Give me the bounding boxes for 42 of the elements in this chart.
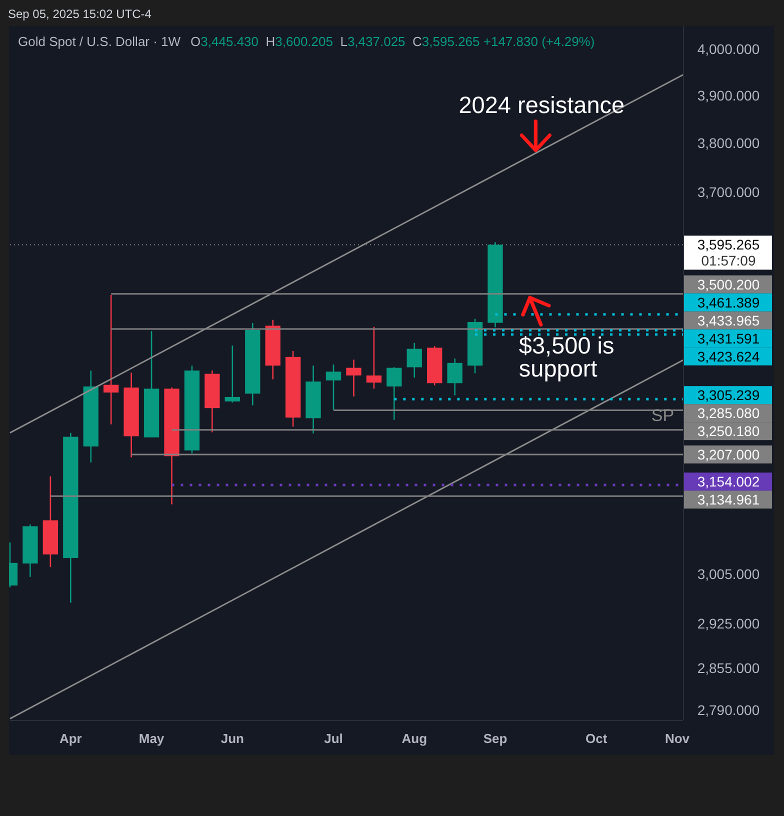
data-label: 3,285.080 [697, 405, 760, 422]
y-tick-label: 3,005.000 [697, 566, 760, 582]
annotation: SP [651, 406, 674, 425]
candlestick [346, 358, 362, 398]
text: O3,445.430 H3,600.205 L3,437.025 C3,595.265 +147.830 (+4.29%) [190, 34, 595, 49]
y-tick-label: 3,700.000 [697, 184, 760, 200]
x-tick-label: Jun [220, 731, 244, 746]
data-label: 3,433.965 [697, 312, 760, 328]
candlestick [406, 342, 422, 378]
y-tick-label: 4,000.000 [697, 40, 760, 57]
x-tick-label: Oct [586, 731, 608, 746]
x-tick-label: Sep [483, 731, 508, 746]
candlestick [224, 344, 240, 404]
data-label: 3,423.624 [697, 348, 760, 364]
x-tick-label: Nov [664, 731, 690, 746]
data-label: 3,461.389 [697, 294, 760, 310]
candlestick [366, 326, 382, 390]
data-label: 3,250.180 [697, 423, 760, 440]
annotation: $3,500 is support [518, 332, 614, 382]
data-label: 3,305.239 [697, 387, 760, 404]
candlestick [326, 364, 342, 410]
data-label: 3,154.002 [697, 474, 760, 490]
candlestick [104, 294, 119, 426]
x-tick-label: May [138, 731, 165, 746]
y-tick-label: 3,800.000 [697, 135, 760, 152]
data-label: 3,431.591 [697, 330, 760, 346]
x-tick-label: Jul [324, 731, 343, 746]
data-label: 3,207.000 [697, 446, 760, 462]
candlestick [386, 366, 402, 421]
data-label: 3,134.961 [697, 492, 760, 508]
annotation: 2024 resistance [458, 92, 625, 118]
ref-line-label: 3,595.265 01:57:09 [697, 236, 760, 269]
text: Gold Spot / U.S. Dollar · 1W [18, 34, 182, 49]
y-tick-label: 2,855.000 [697, 660, 760, 676]
y-tick-label: 3,900.000 [697, 87, 760, 104]
y-tick-label: 2,925.000 [697, 615, 760, 632]
text: Sep 05, 2025 15:02 UTC-4 [8, 7, 152, 21]
x-tick-label: Aug [402, 731, 428, 746]
y-tick-label: 2,790.000 [697, 702, 760, 718]
x-tick-label: Apr [59, 731, 82, 746]
data-label: 3,500.200 [697, 276, 760, 292]
candlestick [447, 358, 462, 396]
